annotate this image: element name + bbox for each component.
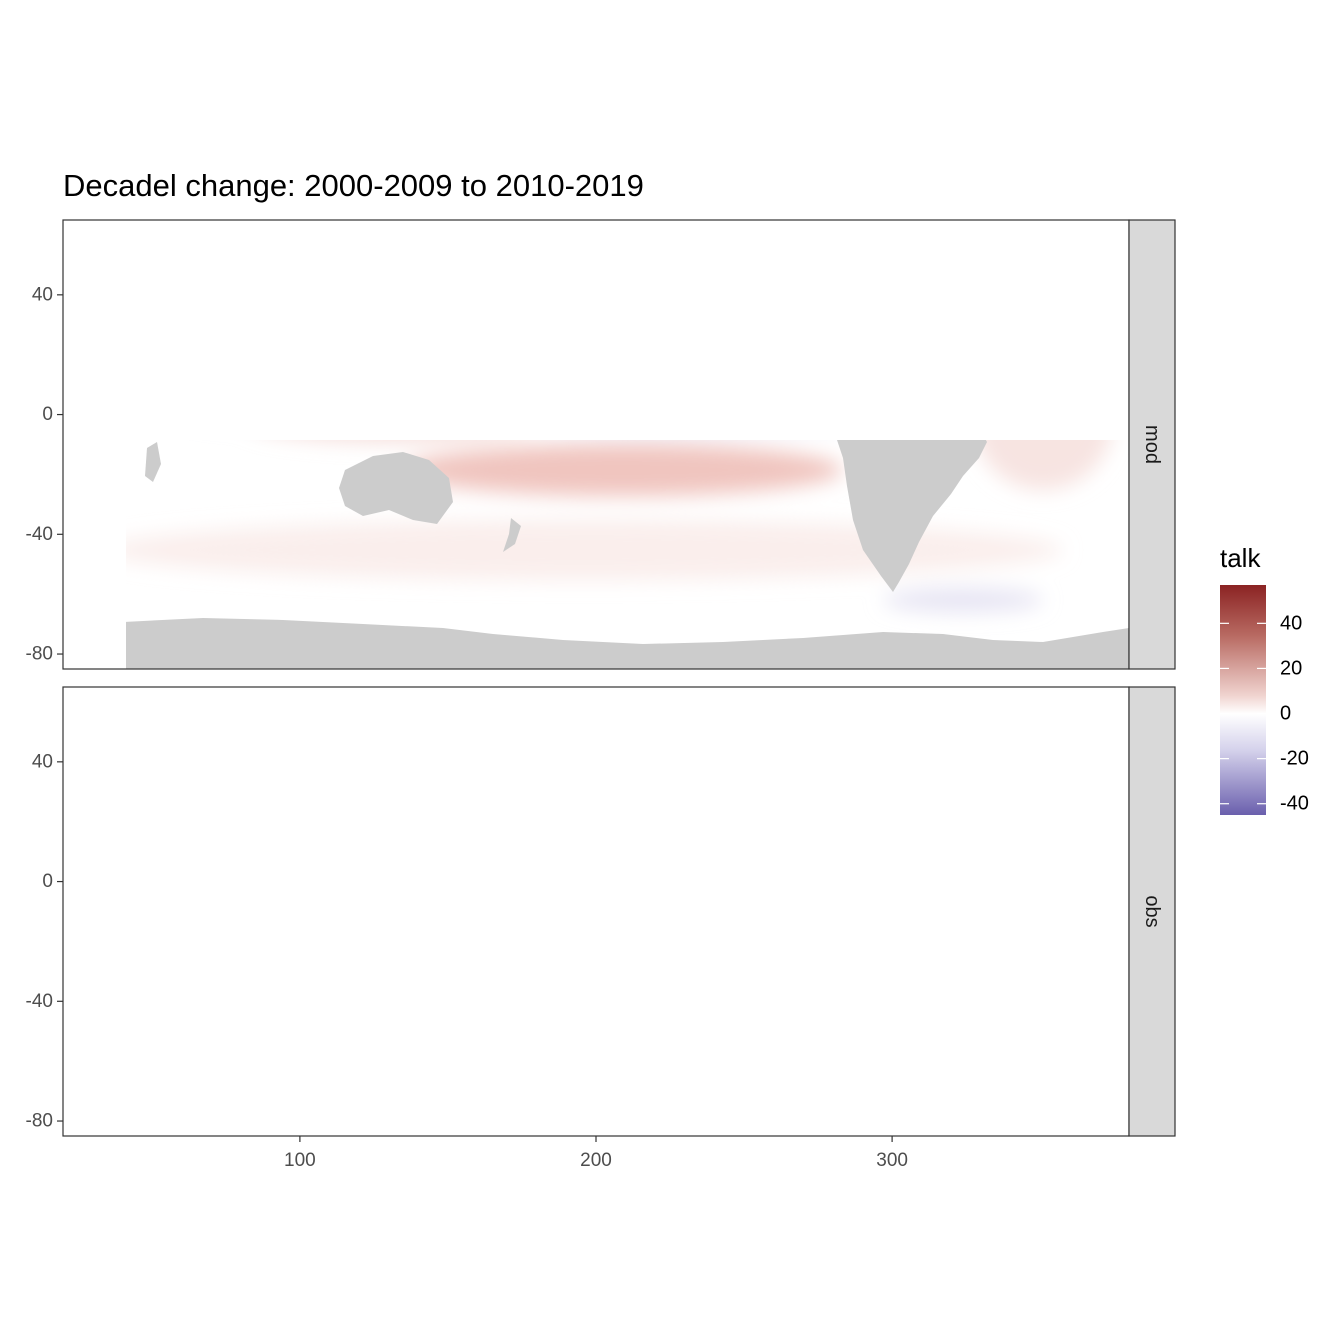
colorbar-tick-label: -20 xyxy=(1280,748,1309,770)
legend-title: talk xyxy=(1220,543,1261,573)
colorbar-ticks: 40 20 0 -20 -40 xyxy=(1220,612,1309,815)
strip-label-obs: obs xyxy=(1141,895,1163,927)
panel-mod xyxy=(62,219,1130,670)
x-tick-label: 300 xyxy=(876,1150,908,1171)
x-tick-label: 200 xyxy=(580,1150,612,1171)
colorbar xyxy=(1220,585,1266,815)
y-tick-label: 40 xyxy=(32,751,53,772)
strip-label-mod: mod xyxy=(1141,425,1163,464)
y-tick-label: -40 xyxy=(26,524,53,545)
plot-title: Decadel change: 2000-2009 to 2010-2019 xyxy=(63,168,644,203)
field-mod xyxy=(126,440,1111,612)
y-tick-label: 0 xyxy=(42,404,53,425)
y-axis-mod: 40 0 -40 -80 xyxy=(26,284,63,665)
x-axis: 100 200 300 xyxy=(284,1136,908,1171)
y-tick-label: -80 xyxy=(26,644,53,665)
colorbar-tick-label: -40 xyxy=(1280,793,1309,815)
strip-obs: obs xyxy=(1128,686,1176,1137)
colorbar-tick-label: 20 xyxy=(1280,657,1302,679)
y-tick-label: 0 xyxy=(42,871,53,892)
y-tick-label: -80 xyxy=(26,1111,53,1132)
legend: talk 40 20 0 -20 -40 xyxy=(1220,543,1309,815)
y-tick-label: 40 xyxy=(32,284,53,305)
panel-obs xyxy=(62,686,1130,1137)
x-tick-label: 100 xyxy=(284,1150,316,1171)
y-axis-obs: 40 0 -40 -80 xyxy=(26,751,63,1132)
colorbar-tick-label: 0 xyxy=(1280,703,1291,725)
colorbar-tick-label: 40 xyxy=(1280,612,1302,634)
y-tick-label: -40 xyxy=(26,991,53,1012)
strip-mod: mod xyxy=(1128,219,1176,670)
